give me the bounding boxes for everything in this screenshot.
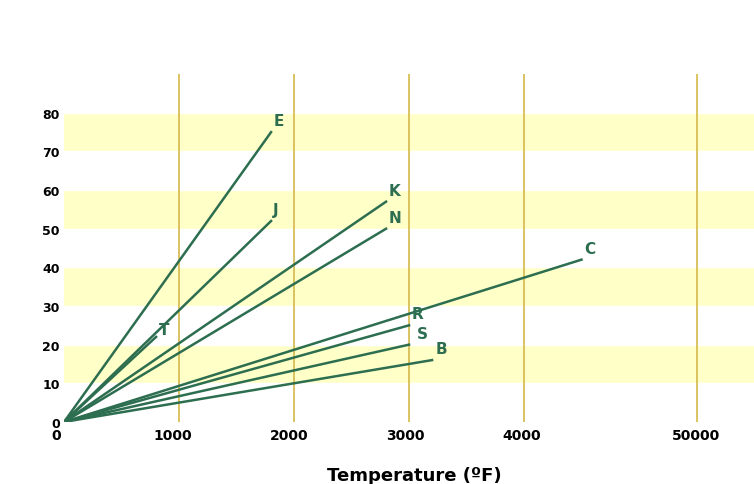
Bar	[64, 306, 754, 345]
Text: 4000: 4000	[502, 428, 541, 442]
Text: 0: 0	[52, 428, 61, 442]
Text: T: T	[158, 322, 169, 337]
Bar	[64, 229, 754, 268]
Bar	[64, 383, 754, 422]
Text: C: C	[584, 242, 595, 256]
Text: B: B	[436, 342, 447, 357]
Text: 1000: 1000	[154, 428, 192, 442]
Text: Thermocouple Millivolts*/Temperature Curves: Thermocouple Millivolts*/Temperature Cur…	[154, 28, 657, 47]
Text: 2000: 2000	[270, 428, 308, 442]
Text: S: S	[417, 326, 428, 341]
Text: N: N	[388, 211, 401, 226]
Text: 3000: 3000	[386, 428, 425, 442]
Bar	[64, 152, 754, 191]
Text: R: R	[412, 307, 423, 322]
Text: Temperature (ºF): Temperature (ºF)	[327, 466, 502, 484]
Text: K: K	[388, 183, 400, 198]
Text: Millivolts: Millivolts	[22, 203, 37, 281]
Text: E: E	[274, 114, 284, 129]
Text: J: J	[274, 203, 279, 218]
Bar	[64, 75, 754, 114]
Text: 50000: 50000	[672, 428, 720, 442]
